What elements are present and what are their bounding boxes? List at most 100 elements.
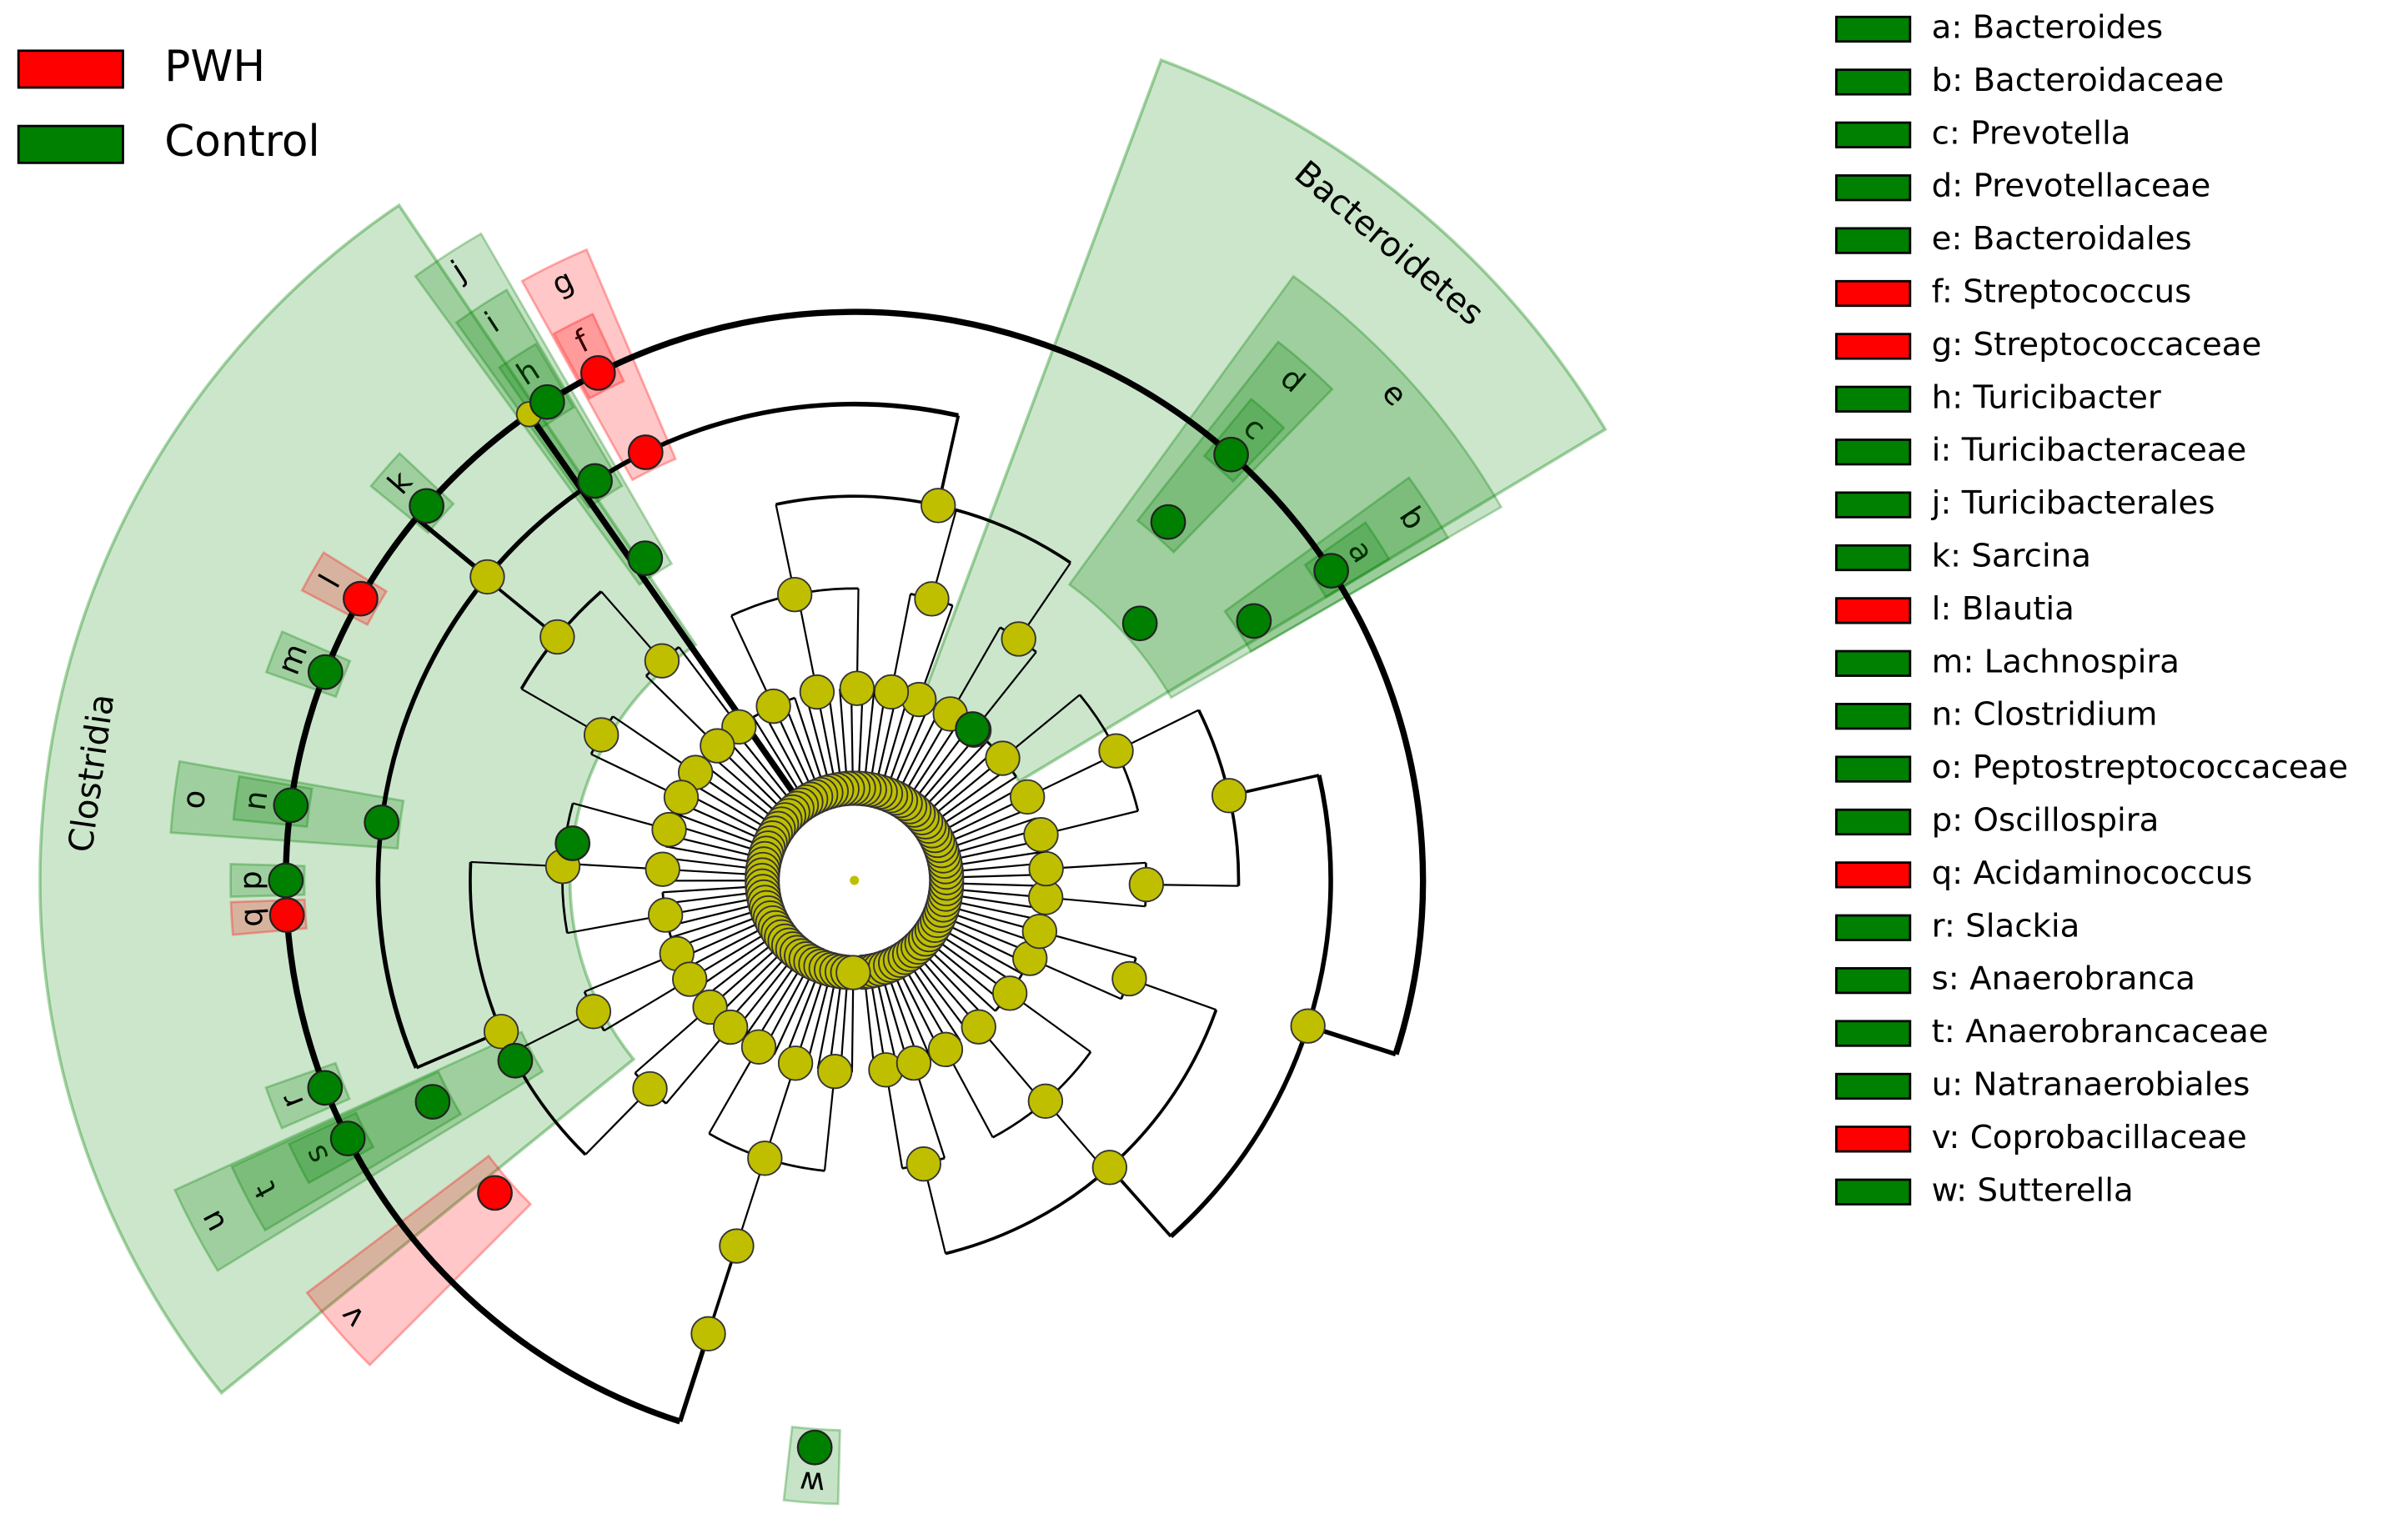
- biomarker-node: [409, 488, 445, 524]
- biomarker-node: [268, 897, 305, 934]
- taxon-swatch: [1834, 174, 1912, 202]
- taxon-swatch: [1834, 333, 1912, 360]
- taxon-label: r: Slackia: [1932, 907, 2080, 945]
- node: [927, 1031, 964, 1068]
- node: [776, 577, 813, 613]
- taxon-label: v: Coprobacillaceae: [1932, 1119, 2247, 1156]
- node: [663, 780, 700, 815]
- node: [985, 740, 1021, 776]
- biomarker-node: [1313, 553, 1349, 589]
- group-swatch: [17, 124, 124, 164]
- node: [740, 1029, 777, 1065]
- node: [817, 1053, 853, 1090]
- taxon-label: o: Peptostreptococcaceae: [1932, 749, 2349, 786]
- taxon-swatch: [1834, 279, 1912, 308]
- taxon-swatch: [1834, 967, 1912, 995]
- node: [632, 1070, 668, 1107]
- biomarker-letter: p: [233, 870, 268, 890]
- taxon-swatch: [1834, 439, 1912, 466]
- biomarker-node: [627, 540, 664, 576]
- taxon-label: k: Sarcina: [1932, 537, 2091, 574]
- biomarker-node: [477, 1175, 513, 1211]
- biomarker-sector: [1067, 274, 1503, 699]
- node: [921, 488, 956, 524]
- branch: [526, 412, 805, 807]
- clade-node: [955, 711, 991, 747]
- biomarker-node: [273, 787, 309, 824]
- taxon-swatch: [1834, 1125, 1912, 1153]
- taxon-swatch: [1834, 1020, 1912, 1047]
- taxon-label: q: Acidaminococcus: [1932, 855, 2253, 892]
- taxon-label: t: Anaerobrancaceae: [1932, 1013, 2269, 1050]
- taxon-swatch: [1834, 755, 1912, 783]
- node: [1001, 621, 1036, 657]
- biomarker-node: [414, 1084, 451, 1120]
- node: [644, 643, 680, 679]
- node: [1028, 850, 1064, 887]
- taxon-swatch: [1834, 491, 1912, 519]
- taxon-label: e: Bacteroidales: [1932, 220, 2192, 258]
- taxon-label: p: Oscillospira: [1932, 801, 2160, 839]
- taxon-label: s: Anaerobranca: [1932, 960, 2195, 998]
- node: [1211, 778, 1247, 814]
- biomarker-letter: w: [799, 1464, 826, 1501]
- taxon-label: i: Turicibacteraceae: [1932, 432, 2247, 469]
- clade-sector: [38, 203, 698, 1396]
- taxon-swatch: [1834, 914, 1912, 941]
- biomarker-node: [529, 384, 565, 420]
- node: [873, 674, 910, 710]
- node: [961, 1009, 996, 1045]
- taxon-label: n: Clostridium: [1932, 696, 2158, 734]
- node: [755, 688, 791, 724]
- biomarker-node: [577, 463, 613, 499]
- branch-arc: [1169, 775, 1333, 1239]
- clade-node: [554, 825, 591, 861]
- node: [1128, 866, 1165, 903]
- node: [839, 670, 875, 706]
- node: [645, 851, 680, 887]
- node: [799, 674, 835, 710]
- node: [1091, 1150, 1128, 1186]
- node: [1027, 1083, 1064, 1119]
- node: [1111, 960, 1147, 997]
- biomarker-node: [627, 434, 664, 470]
- node: [672, 961, 708, 997]
- taxon-label: m: Lachnospira: [1932, 643, 2180, 680]
- taxon-swatch: [1834, 227, 1912, 254]
- biomarker-node: [329, 1120, 366, 1156]
- group-swatch: [17, 49, 124, 89]
- biomarker-node: [364, 805, 400, 840]
- tree-layer: [283, 308, 1427, 1425]
- node: [906, 1145, 941, 1182]
- group-label: Control: [164, 117, 320, 167]
- node: [469, 559, 505, 595]
- biomarker-node: [1121, 605, 1158, 642]
- node: [1290, 1008, 1326, 1044]
- node: [651, 811, 687, 848]
- taxon-swatch: [1834, 68, 1912, 96]
- node: [914, 581, 950, 617]
- biomarker-node: [497, 1042, 534, 1079]
- taxon-swatch: [1834, 861, 1912, 889]
- node: [647, 897, 684, 933]
- taxon-swatch: [1834, 649, 1912, 677]
- biomarker-node: [1236, 603, 1272, 639]
- taxon-label: u: Natranaerobiales: [1932, 1065, 2250, 1103]
- node: [583, 717, 620, 753]
- biomarker-letter: n: [237, 789, 275, 813]
- biomarker-node: [579, 354, 616, 391]
- biomarker-letter: o: [175, 788, 213, 811]
- node: [1023, 817, 1059, 853]
- biomarker-node: [343, 580, 379, 617]
- root-node: [850, 875, 860, 885]
- group-label: PWH: [164, 42, 265, 92]
- taxon-swatch: [1834, 544, 1912, 572]
- taxon-swatch: [1834, 1178, 1912, 1206]
- node: [1021, 913, 1058, 950]
- node: [719, 1228, 755, 1264]
- taxon-swatch: [1834, 385, 1912, 413]
- legend: PWH Control a: Bacteroides b: Bacteroidacea…: [17, 9, 2349, 1209]
- biomarker-letter: q: [233, 906, 269, 928]
